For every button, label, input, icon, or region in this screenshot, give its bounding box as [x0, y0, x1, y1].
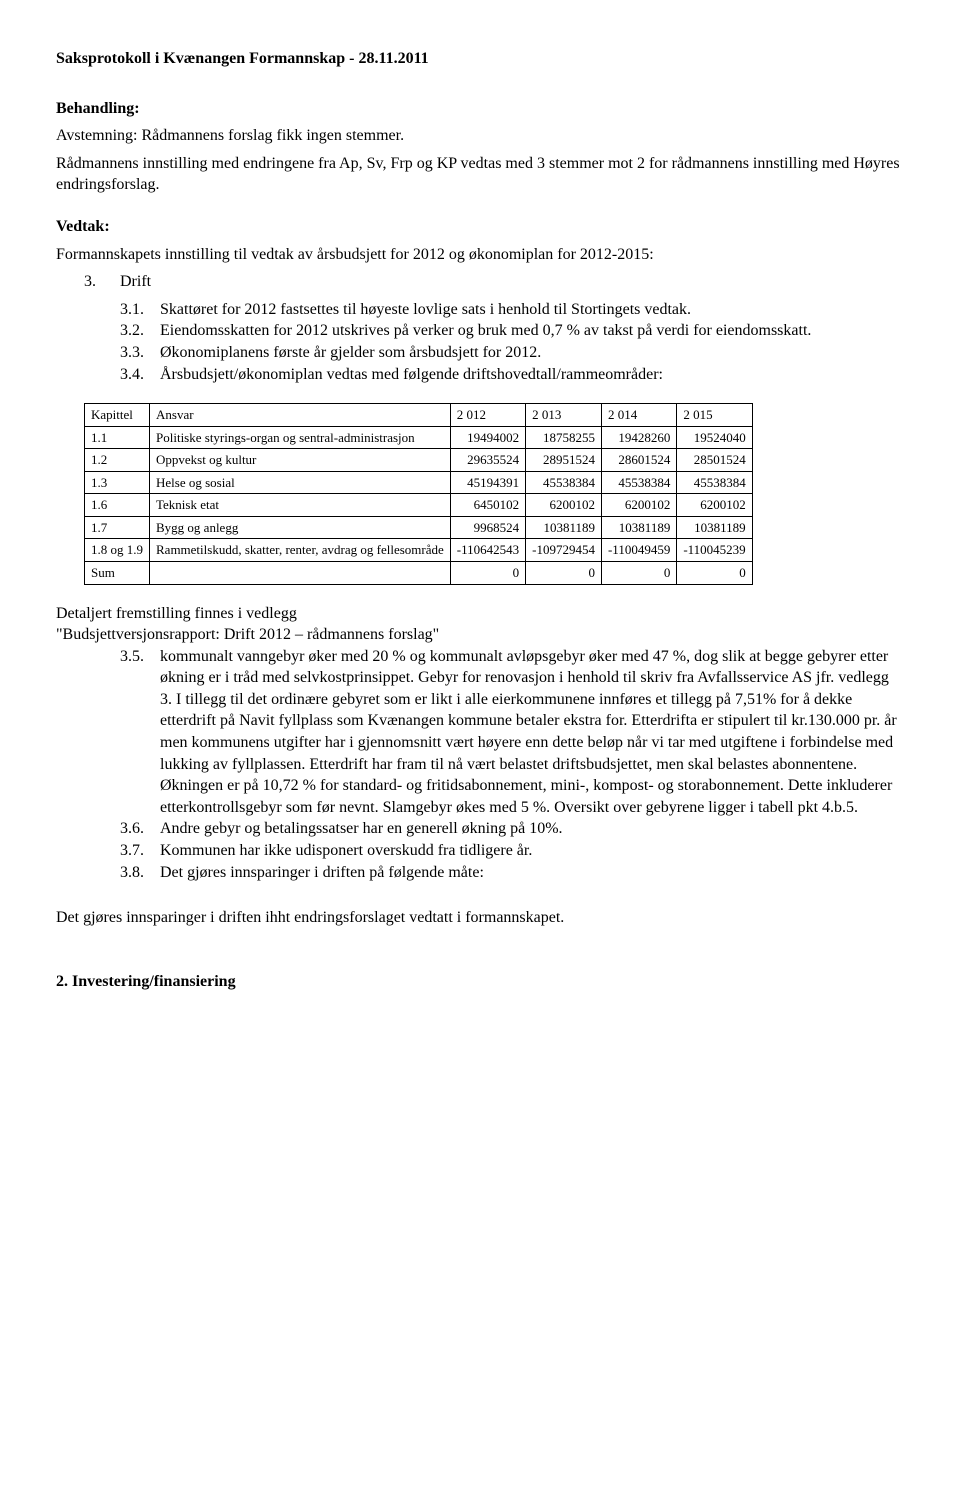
table-cell: -110642543	[450, 539, 525, 562]
page-title: Saksprotokoll i Kvænangen Formannskap - …	[56, 48, 904, 70]
behandling-heading: Behandling:	[56, 98, 904, 120]
table-cell: 1.6	[85, 494, 150, 517]
table-row: 1.7Bygg og anlegg99685241038118910381189…	[85, 516, 753, 539]
table-cell: 1.1	[85, 426, 150, 449]
table-cell: 10381189	[601, 516, 676, 539]
table-cell: Oppvekst og kultur	[150, 449, 451, 472]
list-item-3-1: 3.1. Skattøret for 2012 fastsettes til h…	[120, 299, 904, 321]
list-text: Økonomiplanens første år gjelder som års…	[160, 342, 904, 364]
table-cell: 28501524	[677, 449, 752, 472]
table-cell: 1.7	[85, 516, 150, 539]
table-cell: 0	[450, 561, 525, 584]
vedtak-intro: Formannskapets innstilling til vedtak av…	[56, 244, 904, 266]
table-cell: 0	[601, 561, 676, 584]
table-cell: Rammetilskudd, skatter, renter, avdrag o…	[150, 539, 451, 562]
table-row: 1.1Politiske styrings-organ og sentral-a…	[85, 426, 753, 449]
list-num: 3.4.	[120, 364, 160, 386]
table-cell: 45538384	[526, 471, 602, 494]
table-cell: 18758255	[526, 426, 602, 449]
table-cell: Bygg og anlegg	[150, 516, 451, 539]
list-text: Kommunen har ikke udisponert overskudd f…	[160, 840, 904, 862]
list-item-3-5: 3.5. kommunalt vanngebyr øker med 20 % o…	[120, 646, 904, 819]
list-num: 3.2.	[120, 320, 160, 342]
table-row: 1.6Teknisk etat6450102620010262001026200…	[85, 494, 753, 517]
list-text: Drift	[120, 271, 904, 293]
table-cell: Sum	[85, 561, 150, 584]
closing-paragraph: Det gjøres innsparinger i driften ihht e…	[56, 907, 904, 929]
list-text: Eiendomsskatten for 2012 utskrives på ve…	[160, 320, 904, 342]
after-table-p2: "Budsjettversjonsrapport: Drift 2012 – r…	[56, 624, 904, 646]
table-cell: 19494002	[450, 426, 525, 449]
list-item-3-4: 3.4. Årsbudsjett/økonomiplan vedtas med …	[120, 364, 904, 386]
behandling-p1: Avstemning: Rådmannens forslag fikk inge…	[56, 125, 904, 147]
list-num: 3.1.	[120, 299, 160, 321]
table-header: Kapittel	[85, 404, 150, 427]
table-cell: 9968524	[450, 516, 525, 539]
list-num: 3.6.	[120, 818, 160, 840]
list-item-3-8: 3.8. Det gjøres innsparinger i driften p…	[120, 862, 904, 884]
table-header: 2 015	[677, 404, 752, 427]
table-cell: 1.8 og 1.9	[85, 539, 150, 562]
list-num: 3.	[84, 271, 120, 293]
list-num: 3.5.	[120, 646, 160, 819]
table-cell: 28601524	[601, 449, 676, 472]
table-cell: Helse og sosial	[150, 471, 451, 494]
table-row: Sum0000	[85, 561, 753, 584]
list-text: Årsbudsjett/økonomiplan vedtas med følge…	[160, 364, 904, 386]
table-cell: -110049459	[601, 539, 676, 562]
table-cell: 1.2	[85, 449, 150, 472]
table-header: 2 012	[450, 404, 525, 427]
list-item-3-6: 3.6. Andre gebyr og betalingssatser har …	[120, 818, 904, 840]
table-header: 2 014	[601, 404, 676, 427]
table-header-row: Kapittel Ansvar 2 012 2 013 2 014 2 015	[85, 404, 753, 427]
table-cell: 28951524	[526, 449, 602, 472]
list-item-3: 3. Drift	[84, 271, 904, 293]
budget-table: Kapittel Ansvar 2 012 2 013 2 014 2 015 …	[84, 403, 753, 584]
table-cell: 45538384	[677, 471, 752, 494]
list-text: Andre gebyr og betalingssatser har en ge…	[160, 818, 904, 840]
table-cell: 19524040	[677, 426, 752, 449]
table-cell: 29635524	[450, 449, 525, 472]
list-item-3-7: 3.7. Kommunen har ikke udisponert oversk…	[120, 840, 904, 862]
table-header: 2 013	[526, 404, 602, 427]
after-table-p1: Detaljert fremstilling finnes i vedlegg	[56, 603, 904, 625]
section-2-heading: 2. Investering/finansiering	[56, 971, 904, 993]
list-text: Skattøret for 2012 fastsettes til høyest…	[160, 299, 904, 321]
table-cell: 0	[677, 561, 752, 584]
list-text: kommunalt vanngebyr øker med 20 % og kom…	[160, 646, 904, 819]
table-row: 1.8 og 1.9Rammetilskudd, skatter, renter…	[85, 539, 753, 562]
list-text: Det gjøres innsparinger i driften på føl…	[160, 862, 904, 884]
table-cell: 6200102	[601, 494, 676, 517]
table-header: Ansvar	[150, 404, 451, 427]
table-cell: Politiske styrings-organ og sentral-admi…	[150, 426, 451, 449]
list-item-3-2: 3.2. Eiendomsskatten for 2012 utskrives …	[120, 320, 904, 342]
table-row: 1.2Oppvekst og kultur2963552428951524286…	[85, 449, 753, 472]
table-cell: 45194391	[450, 471, 525, 494]
table-cell: 19428260	[601, 426, 676, 449]
table-cell: 10381189	[526, 516, 602, 539]
table-cell: Teknisk etat	[150, 494, 451, 517]
table-cell: 0	[526, 561, 602, 584]
table-cell: 6200102	[677, 494, 752, 517]
list-num: 3.7.	[120, 840, 160, 862]
table-cell: 6200102	[526, 494, 602, 517]
list-item-3-3: 3.3. Økonomiplanens første år gjelder so…	[120, 342, 904, 364]
vedtak-heading: Vedtak:	[56, 216, 904, 238]
list-num: 3.8.	[120, 862, 160, 884]
table-cell: -110045239	[677, 539, 752, 562]
table-cell: 45538384	[601, 471, 676, 494]
list-num: 3.3.	[120, 342, 160, 364]
table-cell: -109729454	[526, 539, 602, 562]
table-cell: 10381189	[677, 516, 752, 539]
table-cell: 6450102	[450, 494, 525, 517]
table-cell: 1.3	[85, 471, 150, 494]
behandling-p2: Rådmannens innstilling med endringene fr…	[56, 153, 904, 196]
table-cell	[150, 561, 451, 584]
table-row: 1.3Helse og sosial4519439145538384455383…	[85, 471, 753, 494]
